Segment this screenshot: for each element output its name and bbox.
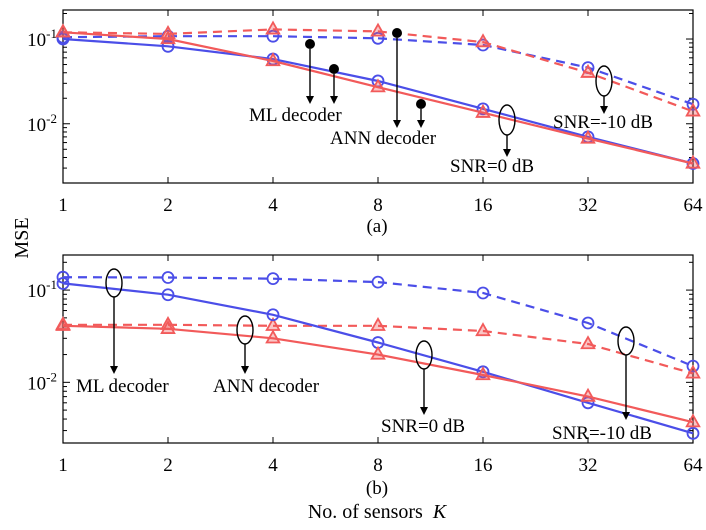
ann-ellipse-b: [236, 315, 254, 345]
data-point: [266, 29, 280, 43]
x-tick-label: 64: [684, 195, 704, 216]
series-line: [62, 31, 694, 165]
data-point: [370, 22, 386, 37]
data-point: [685, 102, 701, 117]
data-point: [581, 316, 595, 330]
annotation-ann-decoder-b: ANN decoder: [213, 376, 320, 397]
series-line: [62, 276, 694, 368]
data-point: [686, 359, 700, 373]
data-point: [266, 308, 280, 322]
data-point: [685, 154, 701, 169]
panel-a: 1 2 4 8 16 32 64 10-1 10-2: [27, 9, 704, 216]
panel-b-annotations: ML decoder ANN decoder SNR=0 dB SNR=-10 …: [76, 268, 652, 444]
panel-a-label: (a): [366, 216, 387, 237]
x-tick-label: 1: [58, 195, 68, 216]
x-axis-label-var: K: [432, 501, 448, 523]
x-axis-label: No. of sensors K: [308, 501, 448, 523]
annotation-ml-decoder-b: ML decoder: [76, 376, 169, 397]
data-point: [266, 272, 280, 286]
annotation-ann-decoder-a: ANN decoder: [330, 128, 437, 149]
data-point: [580, 335, 596, 350]
ml-ellipse-b: [105, 268, 123, 298]
series-0: [56, 270, 700, 373]
ml-pointer-dot-1: [305, 39, 315, 49]
data-point: [580, 387, 596, 402]
series-line: [62, 324, 694, 424]
data-point: [476, 102, 490, 116]
data-point: [160, 320, 176, 334]
data-point: [371, 31, 385, 45]
y-tick-label: 10-2: [27, 369, 57, 394]
data-point: [685, 413, 701, 428]
annotation-snr10-b: SNR=-10 dB: [552, 423, 652, 444]
x-tick-label: 8: [373, 195, 383, 216]
x-tick-label: 16: [474, 195, 493, 216]
series-3: [55, 316, 701, 428]
snr10-ellipse-a: [595, 65, 613, 97]
x-tick-label: 4: [268, 195, 278, 216]
panel-b: 1 2 4 8 16 32 64 10-1 10-2: [27, 254, 704, 476]
series-0: [56, 29, 700, 111]
data-point: [161, 271, 175, 284]
data-point: [56, 32, 70, 46]
data-point: [370, 345, 386, 360]
series-line: [62, 35, 694, 106]
data-point: [55, 316, 71, 331]
data-point: [161, 288, 175, 302]
annotation-snr0-a: SNR=0 dB: [450, 156, 534, 177]
panel-a-annotations: ML decoder ANN decoder SNR=0 dB SNR=-10 …: [249, 28, 653, 177]
x-tick-label: 64: [684, 455, 704, 476]
series-line: [63, 323, 694, 375]
annotation-snr0-b: SNR=0 dB: [381, 416, 465, 437]
x-tick-label: 16: [474, 455, 493, 476]
series-line: [62, 28, 694, 113]
data-point: [160, 30, 176, 45]
x-tick-label: 2: [163, 455, 173, 476]
data-point: [265, 329, 281, 344]
x-tick-label: 4: [268, 455, 278, 476]
y-tick-label: 10-1: [27, 26, 57, 51]
x-tick-label: 32: [579, 455, 598, 476]
panel-b-label: (b): [366, 478, 388, 499]
annotation-ml-decoder-a: ML decoder: [249, 105, 342, 126]
x-tick-label: 2: [163, 195, 173, 216]
data-point: [161, 39, 175, 53]
data-point: [686, 426, 700, 440]
data-point: [580, 129, 596, 144]
data-point: [56, 277, 70, 290]
ml-pointer-dot-2: [329, 64, 339, 74]
data-point: [370, 316, 386, 331]
y-axis-label: MSE: [11, 217, 33, 258]
series-3: [55, 23, 701, 169]
x-tick-label: 8: [373, 455, 383, 476]
data-point: [265, 20, 281, 35]
data-point: [370, 78, 386, 93]
data-point: [475, 33, 491, 48]
ann-pointer-dot-2: [416, 99, 426, 109]
data-point: [265, 52, 281, 67]
ann-pointer-dot-1: [392, 28, 402, 38]
data-point: [685, 364, 701, 379]
data-point: [55, 23, 71, 38]
annotation-snr10-a: SNR=-10 dB: [553, 112, 653, 133]
data-point: [476, 286, 490, 300]
data-point: [475, 322, 491, 337]
x-tick-label: 1: [58, 455, 68, 476]
data-point: [56, 270, 70, 284]
data-point: [580, 63, 596, 78]
data-point: [475, 103, 491, 118]
data-point: [371, 275, 385, 289]
data-point: [686, 97, 700, 111]
series-line: [62, 282, 694, 435]
x-tick-label: 32: [579, 195, 598, 216]
data-point: [475, 366, 491, 381]
y-tick-label: 10-2: [27, 111, 57, 136]
x-axis-label-text: No. of sensors: [308, 501, 423, 523]
y-tick-label: 10-1: [27, 277, 57, 302]
